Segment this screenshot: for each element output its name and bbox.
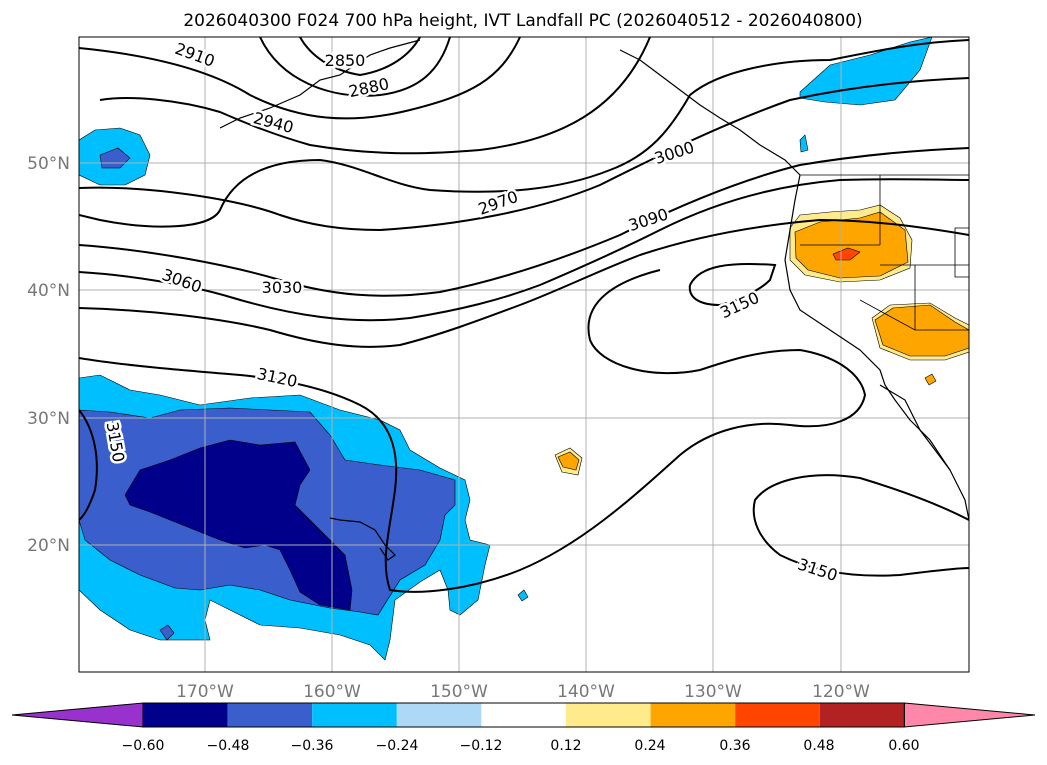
colorbar-segment <box>566 703 651 727</box>
contour-3120 <box>79 348 867 593</box>
contour-2910 <box>79 37 521 120</box>
contour-3060 <box>79 178 969 322</box>
colorbar-segment <box>312 703 397 727</box>
contour-3150-east <box>587 269 701 375</box>
colorbar-segment <box>481 703 566 727</box>
colorbar-tick: −0.36 <box>291 738 334 754</box>
colorbar-extend-low <box>11 702 144 728</box>
colorbar-segment <box>143 703 228 727</box>
colorbar-tick: −0.48 <box>207 738 250 754</box>
lon-label: 140°W <box>557 682 615 702</box>
contour-3150-west <box>79 409 98 521</box>
lon-label: 120°W <box>812 682 870 702</box>
negative-region-core <box>124 439 353 611</box>
colorbar <box>11 702 1036 728</box>
map-area: 2910 2850 2880 2940 3000 2970 3090 3060 … <box>79 37 969 672</box>
colorbar-tick-labels: −0.60 −0.48 −0.36 −0.24 −0.12 0.12 0.24 … <box>122 738 920 754</box>
alaska-coast <box>219 39 801 176</box>
colorbar-tick: 0.48 <box>803 738 834 754</box>
negative-region-ne <box>799 37 933 106</box>
colorbar-tick: −0.12 <box>460 738 503 754</box>
lon-label: 130°W <box>684 682 742 702</box>
contour-2940 <box>99 37 651 155</box>
contour-3000 <box>79 77 969 232</box>
contour-2970-west <box>79 39 969 228</box>
map-frame <box>78 36 970 673</box>
colorbar-extend-high <box>903 702 1036 728</box>
colorbar-tick: 0.12 <box>550 738 581 754</box>
colorbar-tick: 0.24 <box>634 738 665 754</box>
contour-label: 2850 <box>325 51 366 70</box>
hawaii <box>329 517 396 561</box>
colorbar-segment <box>819 703 905 727</box>
height-contours <box>79 37 969 593</box>
contour-3030 <box>79 147 969 297</box>
colorbar-segment <box>396 703 482 727</box>
colorbar-segment <box>650 703 736 727</box>
negative-pc-shading <box>79 37 933 661</box>
contour-3090 <box>79 218 969 348</box>
colorbar-frame <box>142 702 905 728</box>
lat-label: 50°N <box>27 154 70 174</box>
contour-3150-ne <box>688 263 777 307</box>
lat-label: 30°N <box>27 409 70 429</box>
colorbar-segment <box>735 703 820 727</box>
lon-label: 170°W <box>176 682 234 702</box>
colorbar-tick: −0.24 <box>376 738 419 754</box>
lon-label: 150°W <box>430 682 488 702</box>
contour-label: 3030 <box>262 278 303 297</box>
figure-title: 2026040300 F024 700 hPa height, IVT Land… <box>183 11 862 31</box>
colorbar-tick: 0.36 <box>719 738 750 754</box>
lat-label: 40°N <box>27 281 70 301</box>
longitude-labels: 170°W 160°W 150°W 140°W 130°W 120°W <box>176 682 870 702</box>
state-borders <box>800 174 969 331</box>
contour-2880 <box>259 37 451 97</box>
baja <box>879 384 951 471</box>
lon-label: 160°W <box>303 682 361 702</box>
north-america-coast <box>784 174 969 521</box>
lat-label: 20°N <box>27 536 70 556</box>
latitude-labels: 50°N 40°N 30°N 20°N <box>27 154 70 556</box>
colorbar-tick: −0.60 <box>122 738 165 754</box>
colorbar-tick: 0.60 <box>888 738 919 754</box>
colorbar-segment <box>227 703 313 727</box>
contour-3150-se <box>752 474 969 577</box>
contour-2850 <box>299 37 421 77</box>
coastlines <box>219 39 969 561</box>
